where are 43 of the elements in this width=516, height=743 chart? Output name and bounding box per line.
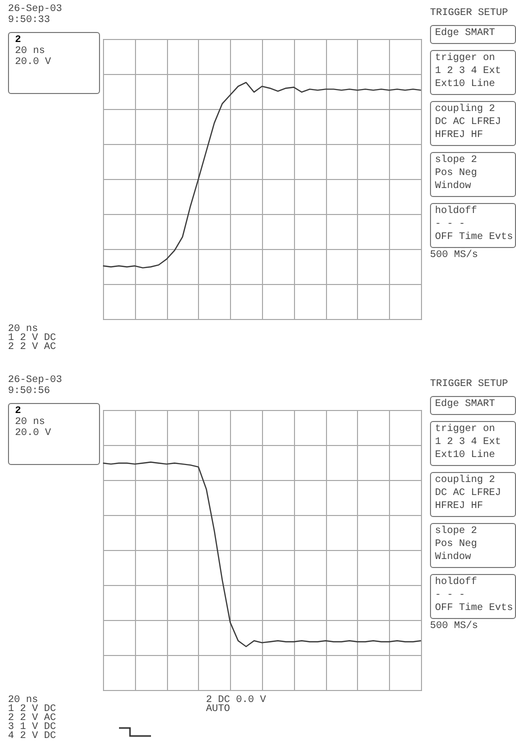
text: OFF Time Evts	[435, 603, 514, 614]
text: coupling 2	[435, 475, 496, 486]
text: trigger on	[435, 53, 496, 64]
text: 9:50:33	[8, 15, 52, 26]
text: HFREJ HF	[435, 130, 484, 141]
text: OFF Time Evts	[435, 232, 514, 243]
text: Edge SMART	[435, 28, 496, 39]
text: 1 2 3 4 Ext	[435, 66, 502, 77]
text: Window	[435, 181, 472, 192]
text: DC AC LFREJ	[435, 488, 502, 499]
text: 20.0 V	[15, 428, 52, 439]
text: Pos Neg	[435, 168, 478, 179]
text: holdoff	[435, 206, 478, 217]
text: coupling 2	[435, 104, 496, 115]
text: slope 2	[435, 526, 478, 537]
text: 9:50:56	[8, 386, 52, 397]
text: 1 2 3 4 Ext	[435, 437, 502, 448]
text: 20 ns	[15, 417, 46, 428]
text: 500 MS/s	[430, 621, 480, 632]
text: Pos Neg	[435, 539, 478, 550]
text: Window	[435, 552, 472, 563]
text: Ext10 Line	[435, 79, 496, 90]
text: HFREJ HF	[435, 501, 484, 512]
text: 500 MS/s	[430, 250, 480, 261]
text: 26-Sep-03	[8, 4, 64, 15]
text: - - -	[435, 219, 466, 230]
text: TRIGGER SETUP	[430, 379, 510, 390]
text: 26-Sep-03	[8, 375, 64, 386]
text: trigger on	[435, 424, 496, 435]
text: slope 2	[435, 155, 478, 166]
text: 2	[15, 35, 22, 46]
text: - - -	[435, 590, 466, 601]
text: 20.0 V	[15, 57, 52, 68]
text: Edge SMART	[435, 399, 496, 410]
text: AUTO	[206, 704, 232, 715]
text: Ext10 Line	[435, 450, 496, 461]
text: DC AC LFREJ	[435, 117, 502, 128]
text: 2	[15, 406, 22, 417]
text: holdoff	[435, 577, 478, 588]
text: TRIGGER SETUP	[430, 8, 510, 19]
text: 2 2 V AC	[8, 342, 56, 353]
text: 20 ns	[15, 46, 46, 57]
text: 4 2 V DC	[8, 731, 56, 742]
